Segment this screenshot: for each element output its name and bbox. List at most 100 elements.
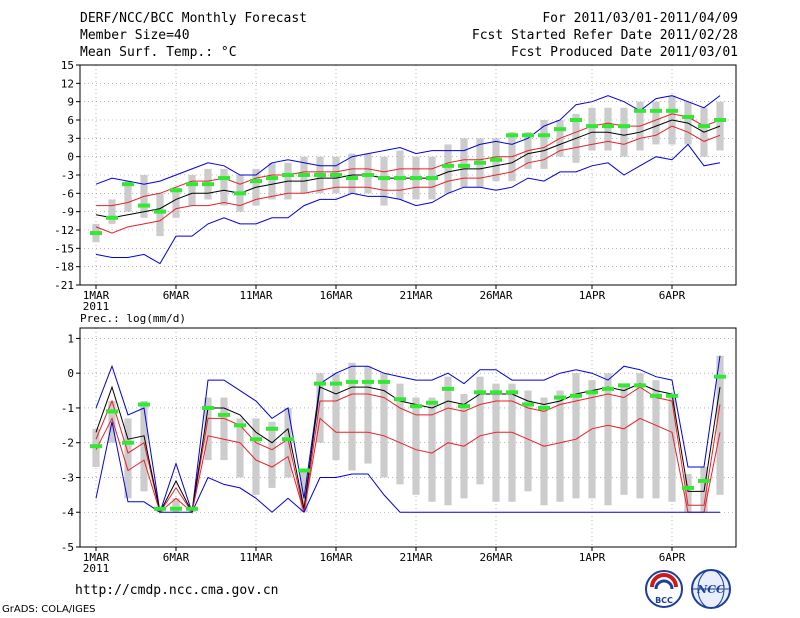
observation-mark	[506, 390, 518, 395]
observation-mark	[618, 383, 630, 388]
member-spread-bar	[508, 383, 516, 502]
observation-mark	[490, 390, 502, 395]
member-spread-bar	[444, 144, 452, 194]
member-spread-bar	[540, 397, 548, 506]
observation-mark	[298, 468, 310, 473]
member-spread-bar	[636, 373, 644, 499]
observation-mark	[266, 176, 278, 181]
observation-mark	[90, 231, 102, 236]
y-tick-label: -2	[61, 437, 74, 450]
member-spread-bar	[684, 474, 692, 513]
x-tick-label: 16MAR	[319, 551, 352, 564]
member-spread-bar	[124, 181, 132, 212]
y-tick-label: -3	[61, 471, 74, 484]
y-tick-label: -6	[61, 187, 74, 200]
member-spread-bar	[524, 390, 532, 492]
observation-mark	[362, 379, 374, 384]
member-spread-bar	[620, 383, 628, 495]
observation-mark	[570, 118, 582, 122]
member-spread-bar	[268, 162, 276, 200]
y-tick-label: 0	[67, 367, 74, 380]
observation-mark	[394, 397, 406, 402]
member-spread-bar	[716, 355, 724, 495]
x-tick-label: 1MAR	[83, 551, 110, 564]
member-spread-bar	[124, 418, 132, 499]
observation-mark	[602, 386, 614, 391]
observation-mark	[138, 203, 150, 208]
ncc-logo-text: NCC	[696, 583, 725, 596]
x-year-label: 2011	[83, 300, 110, 313]
observation-mark	[698, 478, 710, 483]
x-tick-label: 1MAR	[83, 289, 110, 302]
member-spread-bar	[284, 407, 292, 478]
member-spread-bar	[108, 199, 116, 224]
series-line-q75	[96, 113, 721, 207]
observation-mark	[698, 124, 710, 129]
observation-mark	[538, 405, 550, 410]
observation-mark	[586, 390, 598, 395]
x-tick-label: 6APR	[659, 551, 686, 564]
member-spread-bar	[252, 418, 260, 495]
x-tick-label: 6MAR	[163, 289, 190, 302]
x-tick-label: 11MAR	[239, 289, 272, 302]
observation-mark	[474, 160, 486, 165]
y-tick-label: 3	[67, 132, 74, 145]
observation-mark	[122, 182, 134, 187]
member-spread-bar	[220, 168, 228, 206]
series-line-q25	[95, 417, 721, 514]
observation-mark	[346, 379, 358, 384]
header-left: DERF/NCC/BCC Monthly Forecast Member Siz…	[80, 10, 307, 61]
member-spread-bar	[572, 373, 580, 499]
observation-mark	[282, 173, 294, 177]
member-spread-bar	[140, 401, 148, 492]
observation-mark	[522, 402, 534, 407]
series-line-q75	[95, 386, 721, 514]
observation-mark	[634, 108, 646, 113]
y-tick-label: 0	[67, 151, 74, 164]
chart-panel-2: 1 0 -1 -2 -3 -4 -5 1MAR 6MAR 11MAR 16MAR 21MAR 26MAR…	[61, 312, 737, 575]
member-spread-bar	[652, 101, 660, 145]
observation-mark	[666, 393, 678, 398]
observation-mark	[234, 191, 246, 196]
footer-url[interactable]: http://cmdp.ncc.cma.gov.cn	[75, 583, 279, 598]
x-tick-label: 11MAR	[239, 551, 272, 564]
y-tick-label: -1	[61, 402, 74, 415]
y-tick-label: 6	[67, 114, 74, 127]
observation-mark	[154, 506, 166, 511]
observation-mark	[618, 124, 630, 129]
chart-panel-1: 15 12 9 6 3 0 -3 -6 -9 -12 -15 -18 -21 1MAR 6MAR 11MAR 1…	[54, 59, 737, 313]
member-spread-bar	[652, 380, 660, 499]
observation-mark	[682, 114, 694, 119]
observation-mark	[410, 404, 422, 409]
member-spread-bar	[348, 362, 356, 471]
observation-mark	[314, 173, 326, 177]
x-tick-label: 6MAR	[163, 551, 190, 564]
y-tick-label: -4	[61, 506, 75, 519]
member-spread-bar	[172, 498, 180, 513]
observation-mark	[506, 133, 518, 138]
member-spread-bar	[268, 421, 276, 488]
member-spread-bar	[604, 373, 612, 506]
observation-mark	[634, 383, 646, 388]
observation-mark	[154, 209, 166, 214]
member-spread-bar	[412, 397, 420, 495]
member-spread-bar	[156, 193, 164, 237]
observation-mark	[202, 405, 214, 410]
x-tick-label: 26MAR	[479, 551, 512, 564]
observation-mark	[650, 108, 662, 113]
observation-mark	[394, 176, 406, 181]
member-spread-bar	[204, 397, 212, 461]
ncc-logo: NCC	[691, 569, 731, 609]
member-spread-bar	[556, 390, 564, 502]
series-line-max	[95, 355, 721, 513]
y-tick-label: 15	[61, 59, 74, 72]
observation-mark	[298, 173, 310, 177]
header-produced-date: Fcst Produced Date 2011/03/01	[511, 45, 738, 60]
observation-mark	[714, 118, 726, 122]
institution-logos: BCC NCC	[645, 569, 731, 609]
observation-mark	[378, 176, 390, 181]
member-spread-bar	[668, 394, 676, 502]
series-line-mean	[95, 119, 721, 219]
observation-mark	[106, 409, 118, 414]
